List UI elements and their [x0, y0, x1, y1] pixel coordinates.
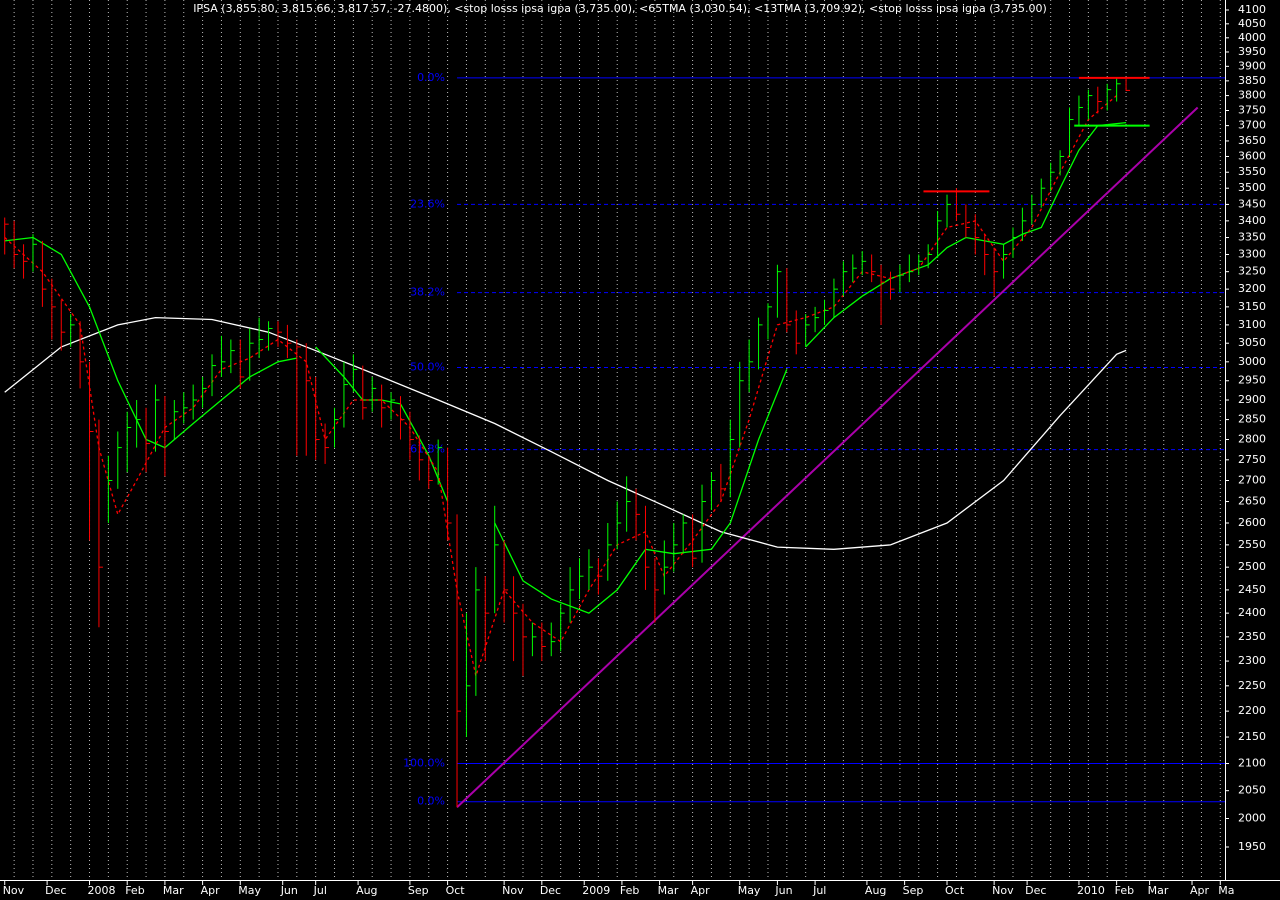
y-tick-label: 4000	[1238, 31, 1266, 44]
x-tick-label: Aug	[865, 884, 886, 897]
y-tick-label: 2950	[1238, 374, 1266, 387]
x-tick-label: Sep	[903, 884, 924, 897]
y-tick-label: 3700	[1238, 119, 1266, 132]
y-tick-label: 4050	[1238, 17, 1266, 30]
fib-label: 23.6%	[410, 197, 445, 210]
y-tick-label: 2350	[1238, 630, 1266, 643]
y-tick-label: 2500	[1238, 560, 1266, 573]
x-tick-label: Sep	[408, 884, 429, 897]
y-tick-label: 2400	[1238, 606, 1266, 619]
y-tick-label: 2550	[1238, 538, 1266, 551]
y-tick-label: 2450	[1238, 583, 1266, 596]
x-tick-label: May	[238, 884, 261, 897]
x-tick-label: Aug	[356, 884, 377, 897]
fib-label: 0.0%	[417, 71, 445, 84]
x-tick-label: Nov	[502, 884, 524, 897]
y-tick-label: 2750	[1238, 453, 1266, 466]
fib-label: 38.2%	[410, 286, 445, 299]
x-tick-label: 2010	[1077, 884, 1105, 897]
y-tick-label: 2600	[1238, 516, 1266, 529]
x-tick-label: Mar	[658, 884, 679, 897]
x-tick-label: Jul	[812, 884, 826, 897]
x-tick-label: Dec	[540, 884, 561, 897]
y-tick-label: 2150	[1238, 730, 1266, 743]
y-tick-label: 4100	[1238, 3, 1266, 16]
x-tick-label: Dec	[1025, 884, 1046, 897]
x-tick-label: Nov	[992, 884, 1014, 897]
y-tick-label: 2850	[1238, 413, 1266, 426]
y-tick-label: 3300	[1238, 247, 1266, 260]
y-tick-label: 3800	[1238, 89, 1266, 102]
y-tick-label: 3000	[1238, 355, 1266, 368]
x-tick-label: Jun	[774, 884, 792, 897]
y-tick-label: 2800	[1238, 433, 1266, 446]
fib-label: 0.0%	[417, 795, 445, 808]
y-tick-label: 2650	[1238, 495, 1266, 508]
y-tick-label: 3050	[1238, 336, 1266, 349]
y-tick-label: 2250	[1238, 679, 1266, 692]
y-tick-label: 3450	[1238, 197, 1266, 210]
y-tick-label: 3250	[1238, 265, 1266, 278]
y-tick-label: 3400	[1238, 214, 1266, 227]
y-tick-label: 2100	[1238, 757, 1266, 770]
x-tick-label: Dec	[45, 884, 66, 897]
x-tick-label: Feb	[620, 884, 639, 897]
x-tick-label: Mar	[1148, 884, 1169, 897]
y-tick-label: 3550	[1238, 165, 1266, 178]
y-tick-label: 1950	[1238, 840, 1266, 853]
y-tick-label: 3150	[1238, 300, 1266, 313]
y-tick-label: 3200	[1238, 282, 1266, 295]
y-tick-label: 2000	[1238, 811, 1266, 824]
y-tick-label: 2900	[1238, 393, 1266, 406]
x-tick-label: 2008	[88, 884, 116, 897]
x-tick-label: Oct	[945, 884, 965, 897]
y-tick-label: 3650	[1238, 134, 1266, 147]
fib-label: 50.0%	[410, 360, 445, 373]
trendline	[456, 106, 1199, 809]
y-tick-label: 3950	[1238, 45, 1266, 58]
x-tick-label: Feb	[125, 884, 144, 897]
x-tick-label: Apr	[691, 884, 711, 897]
y-tick-label: 3500	[1238, 181, 1266, 194]
y-tick-label: 3900	[1238, 59, 1266, 72]
y-tick-label: 2300	[1238, 654, 1266, 667]
x-tick-label: Feb	[1115, 884, 1134, 897]
x-tick-label: Jun	[280, 884, 298, 897]
x-tick-label: 2009	[582, 884, 610, 897]
y-tick-label: 2050	[1238, 784, 1266, 797]
x-tick-label: Ma	[1218, 884, 1234, 897]
x-tick-label: Oct	[446, 884, 466, 897]
x-tick-label: Jul	[313, 884, 327, 897]
y-tick-label: 3600	[1238, 149, 1266, 162]
fib-label: 61.8%	[410, 443, 445, 456]
x-tick-label: Apr	[201, 884, 221, 897]
x-tick-label: May	[738, 884, 761, 897]
y-tick-label: 3100	[1238, 318, 1266, 331]
fib-label: 100.0%	[403, 757, 445, 770]
y-tick-label: 3350	[1238, 231, 1266, 244]
moving-average	[4, 316, 1127, 550]
x-tick-label: Mar	[163, 884, 184, 897]
y-tick-label: 3750	[1238, 103, 1266, 116]
x-tick-label: Apr	[1190, 884, 1210, 897]
x-tick-label: Nov	[3, 884, 25, 897]
y-tick-label: 2700	[1238, 473, 1266, 486]
chart-title: IPSA (3,855.80, 3,815.66, 3,817.57, -27.…	[193, 2, 1047, 15]
y-tick-label: 2200	[1238, 704, 1266, 717]
y-tick-label: 3850	[1238, 74, 1266, 87]
